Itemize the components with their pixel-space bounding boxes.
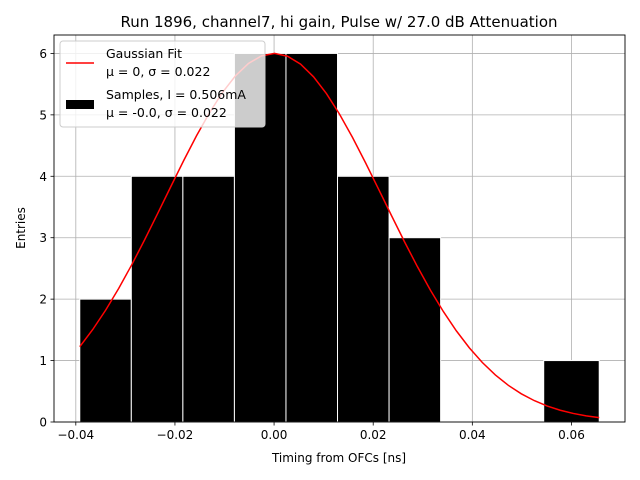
plot-frame — [53, 34, 626, 423]
legend-fit-params: μ = 0, σ = 0.022 — [106, 64, 210, 79]
chart-title: Run 1896, channel7, hi gain, Pulse w/ 27… — [120, 13, 557, 31]
legend: Gaussian Fit μ = 0, σ = 0.022 Samples, I… — [59, 40, 266, 128]
x-tick-label: 0.04 — [459, 428, 486, 442]
y-tick-label: 5 — [39, 108, 47, 122]
x-tick-label: −0.04 — [57, 428, 94, 442]
gaussian-fit-line — [79, 52, 600, 419]
legend-box — [59, 40, 266, 128]
x-axis-ticks: −0.04 −0.02 0.00 0.02 0.04 0.06 — [57, 422, 585, 442]
legend-samples-label: Samples, I = 0.506mA — [106, 87, 246, 102]
y-tick-label: 6 — [39, 47, 47, 61]
x-tick-label: 0.00 — [261, 428, 288, 442]
legend-samples-params: μ = -0.0, σ = 0.022 — [106, 105, 227, 120]
x-tick-label: 0.06 — [558, 428, 585, 442]
histogram-bar — [285, 52, 339, 423]
y-tick-label: 0 — [39, 416, 47, 430]
x-tick-label: 0.02 — [360, 428, 387, 442]
y-tick-label: 2 — [39, 293, 47, 307]
histogram-bar — [543, 360, 600, 423]
histogram-bar — [182, 175, 235, 423]
x-tick-label: −0.02 — [157, 428, 194, 442]
y-axis-ticks: 0 1 2 3 4 5 6 — [39, 47, 54, 430]
y-tick-label: 4 — [39, 170, 47, 184]
histogram-bar — [79, 298, 132, 423]
legend-samples-swatch — [66, 100, 94, 109]
histogram-bar — [130, 175, 184, 423]
histogram-bar — [388, 237, 442, 423]
histogram-bar — [337, 175, 390, 423]
legend-fit-label: Gaussian Fit — [106, 46, 182, 61]
y-tick-label: 3 — [39, 231, 47, 245]
y-tick-label: 1 — [39, 354, 47, 368]
x-axis-label: Timing from OFCs [ns] — [271, 451, 406, 465]
y-axis-label: Entries — [14, 207, 28, 249]
